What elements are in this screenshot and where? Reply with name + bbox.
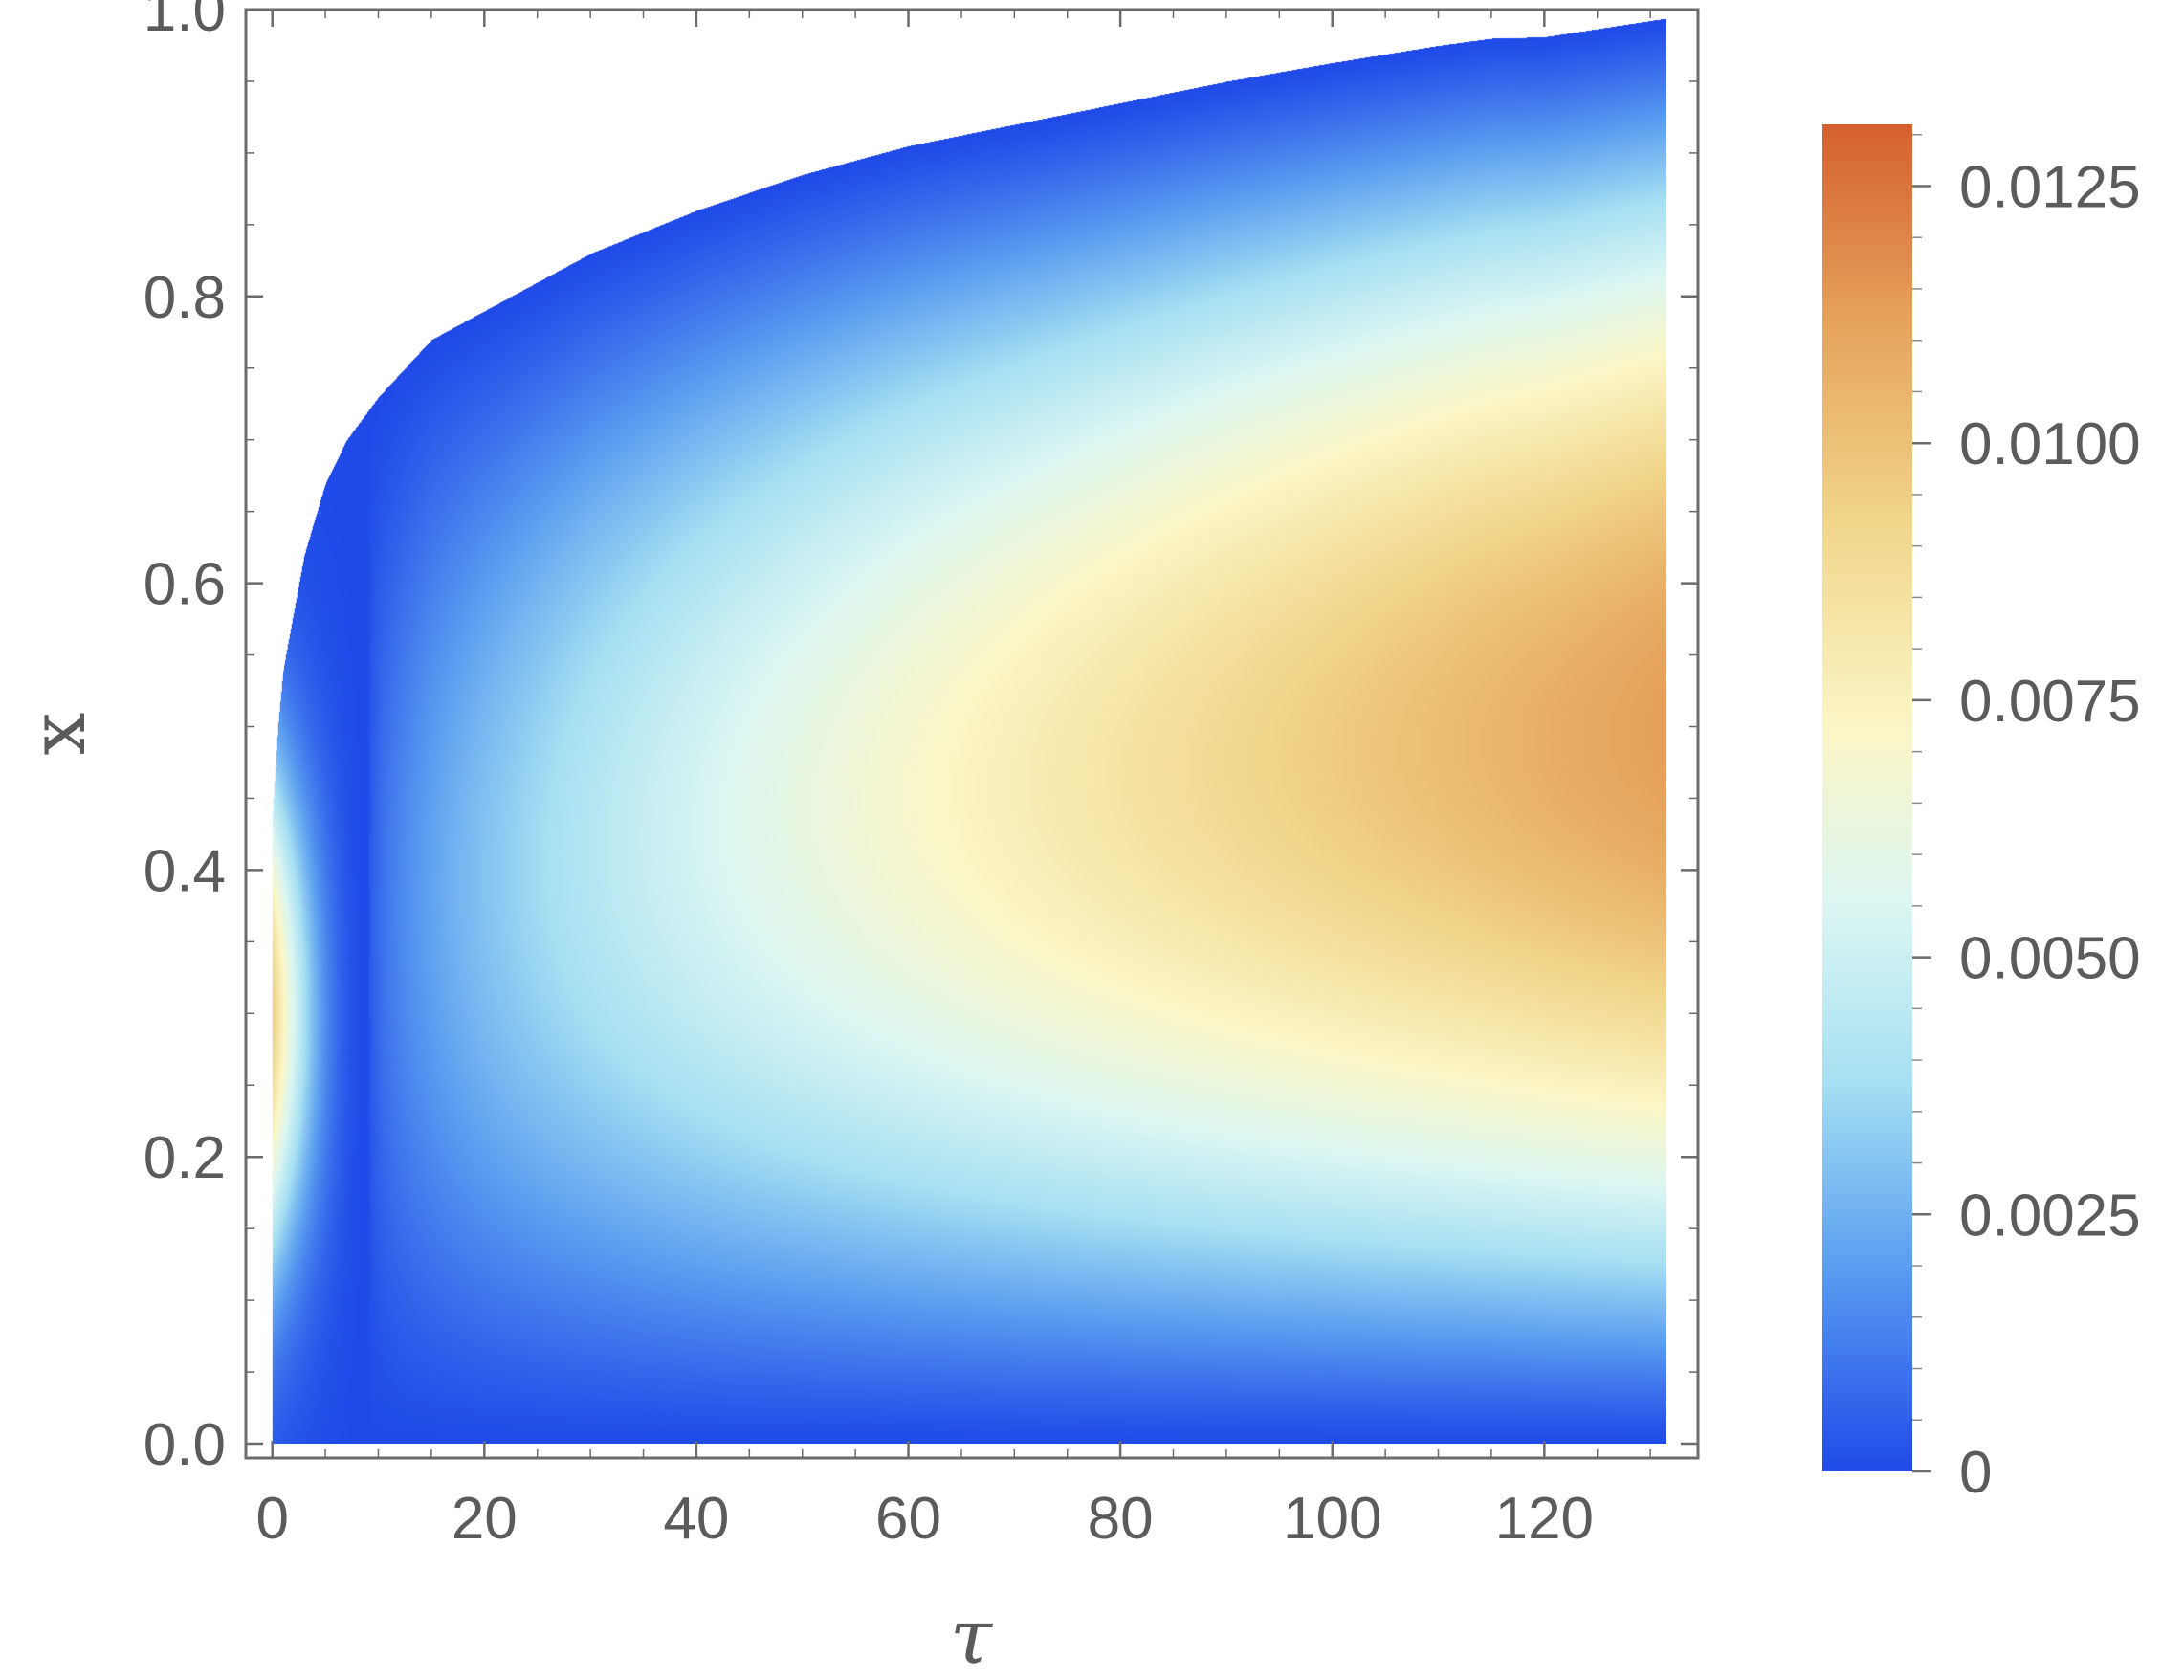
y-axis-ticks: 0.0 0.2 0.4 0.6 0.8 1.0 — [143, 0, 1698, 1478]
colorbar-gradient — [1822, 124, 1912, 1471]
y-tick-label: 0.2 — [143, 1125, 226, 1191]
y-tick-label: 0.4 — [143, 838, 226, 904]
x-tick-label: 60 — [875, 1486, 941, 1552]
x-tick-label: 40 — [663, 1486, 729, 1552]
colorbar-tick-label: 0.0100 — [1959, 411, 2141, 477]
colorbar-tick-label: 0.0025 — [1959, 1183, 2141, 1249]
y-tick-label: 0.0 — [143, 1412, 226, 1478]
colorbar-tick-label: 0.0125 — [1959, 154, 2141, 220]
colorbar-tick-label: 0.0050 — [1959, 926, 2141, 992]
y-axis-title: x — [13, 712, 102, 755]
y-tick-label: 0.8 — [143, 265, 226, 331]
heatmap-surface — [272, 17, 1666, 1445]
colorbar: 0 0.0025 0.0050 0.0075 0.0100 0.0125 — [1822, 124, 2141, 1506]
colorbar-tick-label: 0.0075 — [1959, 669, 2141, 735]
x-axis-ticks: 0 20 40 60 80 100 120 — [255, 10, 1651, 1552]
y-tick-label: 0.6 — [143, 552, 226, 618]
colorbar-ticks: 0 0.0025 0.0050 0.0075 0.0100 0.0125 — [1912, 133, 2141, 1506]
x-tick-label: 0 — [255, 1486, 288, 1552]
y-tick-label: 1.0 — [143, 0, 226, 44]
heatmap-raster — [272, 17, 1666, 1445]
x-tick-label: 20 — [452, 1486, 518, 1552]
plot-frame — [244, 8, 1700, 1460]
x-axis-title: τ — [950, 1592, 994, 1680]
colorbar-tick-label: 0 — [1959, 1440, 1992, 1506]
x-tick-label: 80 — [1088, 1486, 1154, 1552]
x-tick-label: 120 — [1495, 1486, 1594, 1552]
x-tick-label: 100 — [1283, 1486, 1381, 1552]
